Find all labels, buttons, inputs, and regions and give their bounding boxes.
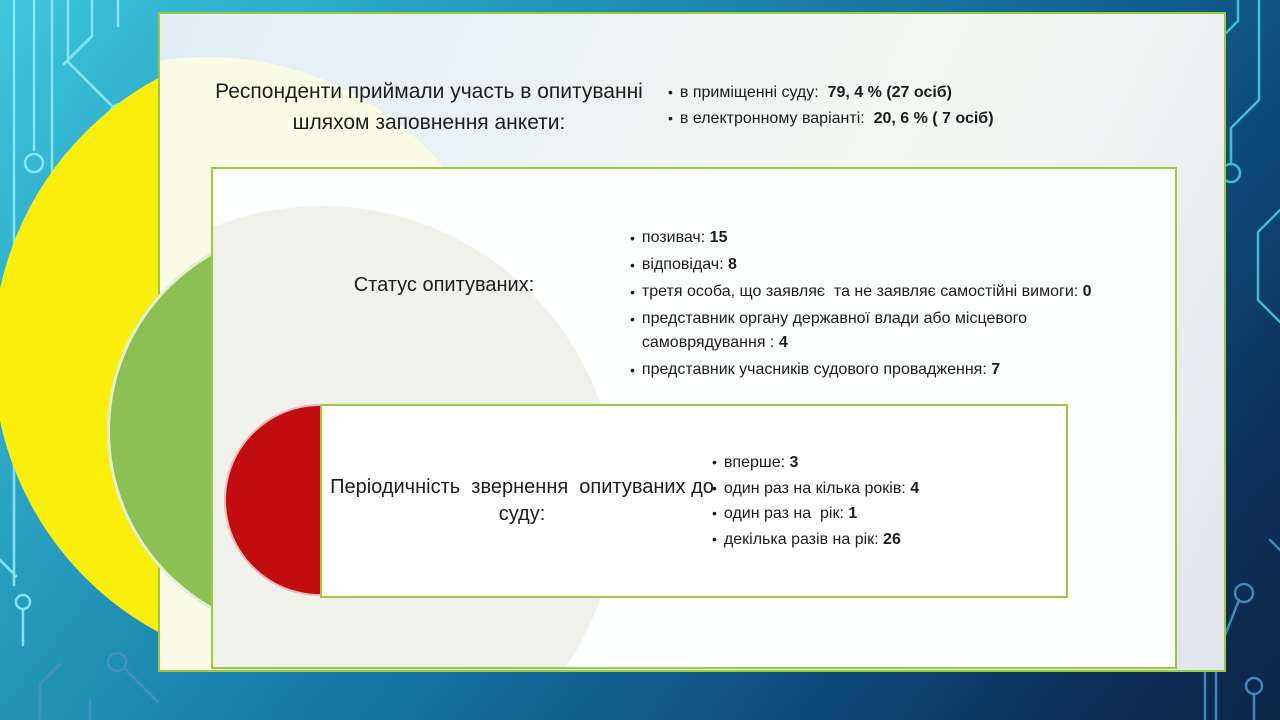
item-value: 8 bbox=[723, 256, 737, 273]
frequency-heading: Періодичність звернення опитуваних до су… bbox=[330, 476, 720, 525]
bullet-icon: • bbox=[712, 454, 717, 470]
bullet-icon: • bbox=[630, 362, 635, 378]
item-label: декілька разів на рік: bbox=[723, 530, 879, 548]
item-value: 20, 6 % ( 7 осіб) bbox=[864, 109, 994, 127]
item-label: один раз на рік: bbox=[723, 505, 844, 522]
bullet-icon: • bbox=[712, 479, 717, 496]
list-item: • один раз на рік: 1 bbox=[712, 501, 1062, 527]
item-value: 0 bbox=[1078, 283, 1092, 300]
item-value: 79, 4 % (27 осіб) bbox=[818, 84, 952, 101]
frequency-heading-column: Періодичність звернення опитуваних до су… bbox=[330, 406, 714, 596]
item-label: позивач: bbox=[641, 229, 706, 246]
list-item: • один раз на кілька років: 4 bbox=[712, 476, 1062, 502]
list-item: • вперше: 3 bbox=[712, 450, 1062, 476]
list-item: • відповідач: 8 bbox=[630, 253, 1130, 277]
list-item: • третя особа, що заявляє та не заявляє … bbox=[630, 280, 1130, 304]
item-label: представник органу державної влади або м… bbox=[641, 310, 1032, 351]
participation-list: • в приміщенні суду: 79, 4 % (27 осіб) •… bbox=[668, 80, 1108, 131]
item-value: 7 bbox=[986, 361, 1001, 378]
bullet-icon: • bbox=[668, 109, 673, 126]
frequency-list: • вперше: 3 • один раз на кілька років: … bbox=[712, 450, 1062, 552]
list-item: • позивач: 15 bbox=[630, 226, 1130, 250]
bullet-icon: • bbox=[630, 257, 635, 273]
bullet-icon: • bbox=[630, 230, 635, 246]
item-value: 3 bbox=[785, 454, 799, 471]
status-list: • позивач: 15 • відповідач: 8 • третя ос… bbox=[630, 226, 1130, 385]
item-value: 4 bbox=[774, 334, 788, 351]
item-value: 1 bbox=[843, 505, 858, 522]
item-value: 26 bbox=[878, 530, 901, 548]
item-label: в електронному варіанті: bbox=[679, 109, 865, 127]
bullet-icon: • bbox=[630, 284, 635, 300]
item-label: представник учасників судового проваджен… bbox=[641, 361, 987, 378]
slide-title: Респонденти приймали участь в опитуванні… bbox=[215, 80, 643, 134]
status-heading: Статус опитуваних: bbox=[353, 274, 535, 296]
item-value: 15 bbox=[705, 229, 728, 246]
item-label: відповідач: bbox=[641, 256, 724, 273]
list-item: • в електронному варіанті: 20, 6 % ( 7 о… bbox=[668, 106, 1108, 132]
bullet-icon: • bbox=[630, 311, 635, 327]
list-item: • представник учасників судового провадж… bbox=[630, 358, 1130, 382]
bullet-icon: • bbox=[712, 505, 717, 521]
item-label: в приміщенні суду: bbox=[679, 84, 819, 101]
list-item: • декілька разів на рік: 26 bbox=[712, 527, 1062, 553]
item-label: вперше: bbox=[723, 454, 786, 471]
item-value: 4 bbox=[905, 479, 920, 497]
list-item: • представник органу державної влади або… bbox=[630, 307, 1130, 355]
frequency-panel: Періодичність звернення опитуваних до су… bbox=[320, 404, 1068, 598]
bullet-icon: • bbox=[712, 530, 717, 547]
item-label: третя особа, що заявляє та не заявляє са… bbox=[641, 283, 1079, 300]
item-label: один раз на кілька років: bbox=[723, 479, 906, 497]
bullet-icon: • bbox=[668, 84, 673, 100]
list-item: • в приміщенні суду: 79, 4 % (27 осіб) bbox=[668, 80, 1108, 106]
